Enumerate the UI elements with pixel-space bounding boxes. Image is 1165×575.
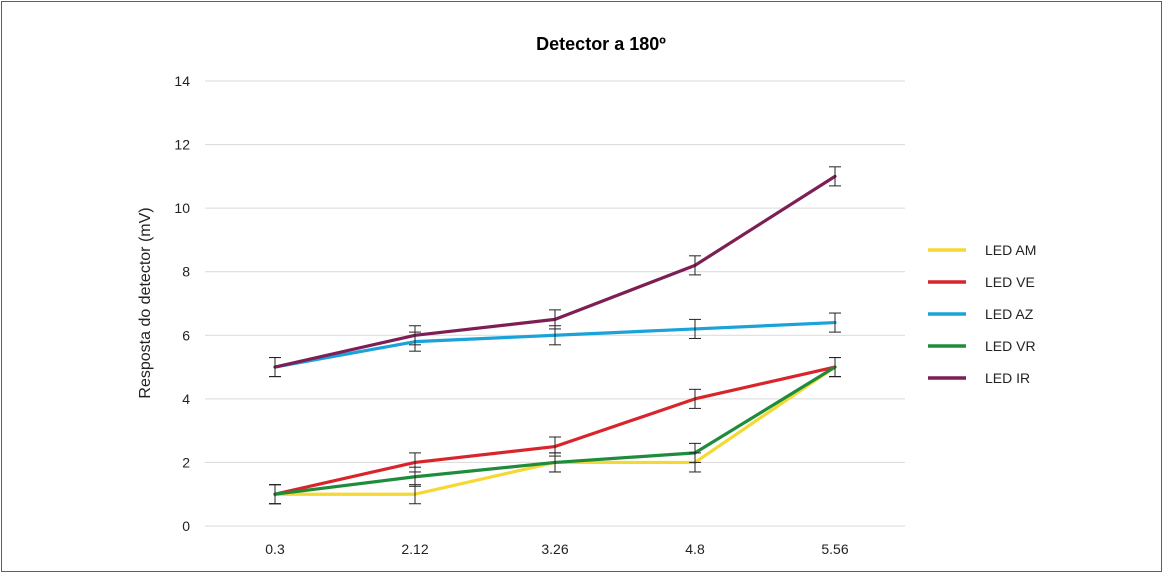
legend-label: LED AM [985,242,1036,258]
error-bar [549,309,561,330]
y-tick-label: 6 [182,327,190,343]
error-bar [689,318,701,339]
y-axis-label: Resposta do detector (mV) [137,207,154,398]
error-bar [689,442,701,463]
series-line-led-ve [273,365,837,496]
y-tick-label: 10 [174,200,190,216]
y-tick-label: 2 [182,454,190,470]
error-bar [689,255,701,276]
error-bars [269,166,841,505]
x-tick-labels: 0.3 2.12 3.26 4.8 5.56 [265,541,849,557]
y-tick-label: 12 [174,137,190,153]
x-tick-label: 3.26 [541,541,568,557]
x-tick-label: 4.8 [685,541,705,557]
y-tick-label: 8 [182,264,190,280]
error-bar [829,312,841,333]
y-tick-labels: 0 2 4 6 8 10 12 14 [174,73,190,534]
legend-entry: LED VE [928,274,1035,290]
error-bar [409,466,421,487]
legend: LED AM LED VE LED AZ LED VR LED IR [928,242,1036,386]
legend-entry: LED VR [928,338,1036,354]
y-tick-label: 4 [182,391,190,407]
x-tick-label: 0.3 [265,541,285,557]
legend-entry: LED AZ [928,306,1034,322]
error-bar [269,357,281,378]
y-tick-label: 14 [174,73,190,89]
legend-label: LED VR [985,338,1036,354]
error-bar [829,357,841,378]
x-tick-label: 5.56 [821,541,848,557]
error-bar [829,166,841,187]
error-bar [689,388,701,409]
gridlines [205,80,905,527]
legend-entry: LED IR [928,370,1030,386]
error-bar [269,484,281,505]
legend-entry: LED AM [928,242,1036,258]
legend-label: LED AZ [985,306,1034,322]
chart-title: Detector a 180º [536,34,666,54]
y-tick-label: 0 [182,518,190,534]
legend-label: LED IR [985,370,1030,386]
error-bar [549,452,561,473]
legend-label: LED VE [985,274,1035,290]
error-bar [409,325,421,346]
x-tick-label: 2.12 [401,541,428,557]
